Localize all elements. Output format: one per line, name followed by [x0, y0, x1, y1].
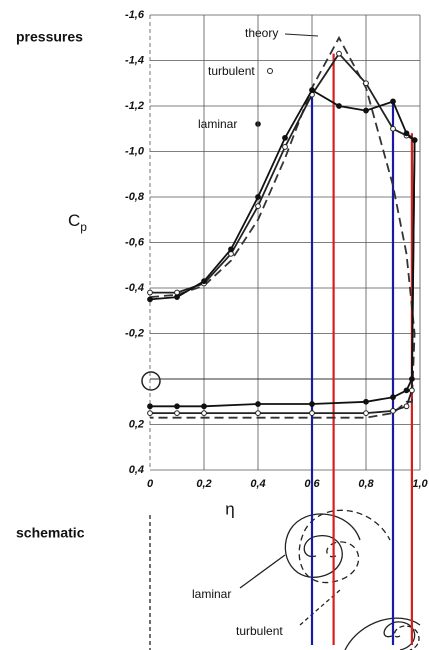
schematic-laminar: laminar: [192, 587, 231, 601]
series-marker: [255, 194, 261, 200]
y-axis-label-main: C: [68, 211, 80, 230]
series-marker: [390, 125, 396, 132]
y-tick-label: -1,0: [125, 145, 145, 157]
series-marker: [147, 410, 153, 417]
series-marker: [174, 410, 180, 417]
series-marker: [336, 50, 342, 57]
y-tick-label: -0,6: [125, 236, 145, 248]
y-tick-label: -0,8: [125, 191, 145, 203]
y-tick-label: 0,4: [129, 464, 144, 476]
x-tick-label: 0,8: [358, 478, 374, 490]
series-marker: [228, 246, 234, 253]
series-marker: [255, 410, 261, 417]
x-tick-label: 0,4: [250, 478, 265, 490]
series-marker: [255, 401, 261, 407]
series-marker: [363, 107, 369, 114]
schematic-label: schematic: [16, 525, 85, 541]
y-axis-label: Cp: [68, 211, 87, 234]
series-marker: [282, 134, 288, 141]
laminar-spiral-2: [344, 617, 421, 650]
series-marker: [363, 398, 369, 405]
y-tick-label: -1,4: [125, 54, 144, 66]
x-tick-label: 0,2: [196, 478, 211, 490]
x-tick-label: 1,0: [412, 478, 428, 490]
series-marker: [174, 294, 180, 301]
turbulent-annotation: turbulent: [208, 64, 255, 78]
series-marker: [363, 80, 369, 87]
y-axis-label-sub: p: [80, 220, 87, 234]
laminar-spiral: [284, 513, 361, 578]
series-marker: [336, 103, 342, 109]
series-marker: [411, 137, 418, 144]
series-marker: [147, 403, 153, 410]
series-marker: [201, 403, 207, 410]
series-marker: [363, 410, 369, 417]
series-marker: [409, 387, 415, 394]
series-marker: [309, 410, 315, 417]
y-tick-label: -1,6: [125, 9, 145, 21]
series-marker: [255, 203, 261, 210]
series-marker: [390, 98, 396, 105]
series-marker: [309, 401, 315, 407]
y-tick-label: -0,2: [125, 327, 144, 339]
series-marker: [201, 278, 207, 285]
series-marker: [147, 289, 153, 296]
schematic-turbulent: turbulent: [236, 624, 283, 638]
theory-leader: [284, 33, 319, 37]
theory-annotation: theory: [245, 26, 278, 40]
series-marker: [403, 387, 410, 394]
y-tick-label: -0,4: [125, 282, 144, 294]
y-tick-label: -1,2: [125, 100, 144, 112]
series-marker: [174, 403, 180, 410]
series-marker: [201, 410, 207, 417]
turbulent-symbol: [267, 68, 273, 74]
series-marker: [282, 144, 288, 150]
series-marker: [309, 87, 315, 93]
series-marker: [147, 296, 153, 303]
schematic: [149, 509, 421, 650]
x-axis-label: η: [225, 499, 234, 518]
series-marker: [390, 407, 396, 414]
x-tick-label: 0: [147, 478, 154, 490]
series-line: [149, 35, 416, 419]
series-marker: [390, 394, 396, 401]
turbulent-spiral-2: [393, 625, 420, 650]
y-tick-label: 0,2: [129, 418, 144, 430]
series-marker: [409, 376, 415, 382]
series-marker: [403, 130, 410, 137]
laminar-leader: [239, 554, 286, 589]
pressures-label: pressures: [16, 29, 83, 45]
zero-marker: [141, 371, 161, 391]
series-marker: [403, 403, 410, 410]
laminar-annotation: laminar: [198, 117, 237, 131]
